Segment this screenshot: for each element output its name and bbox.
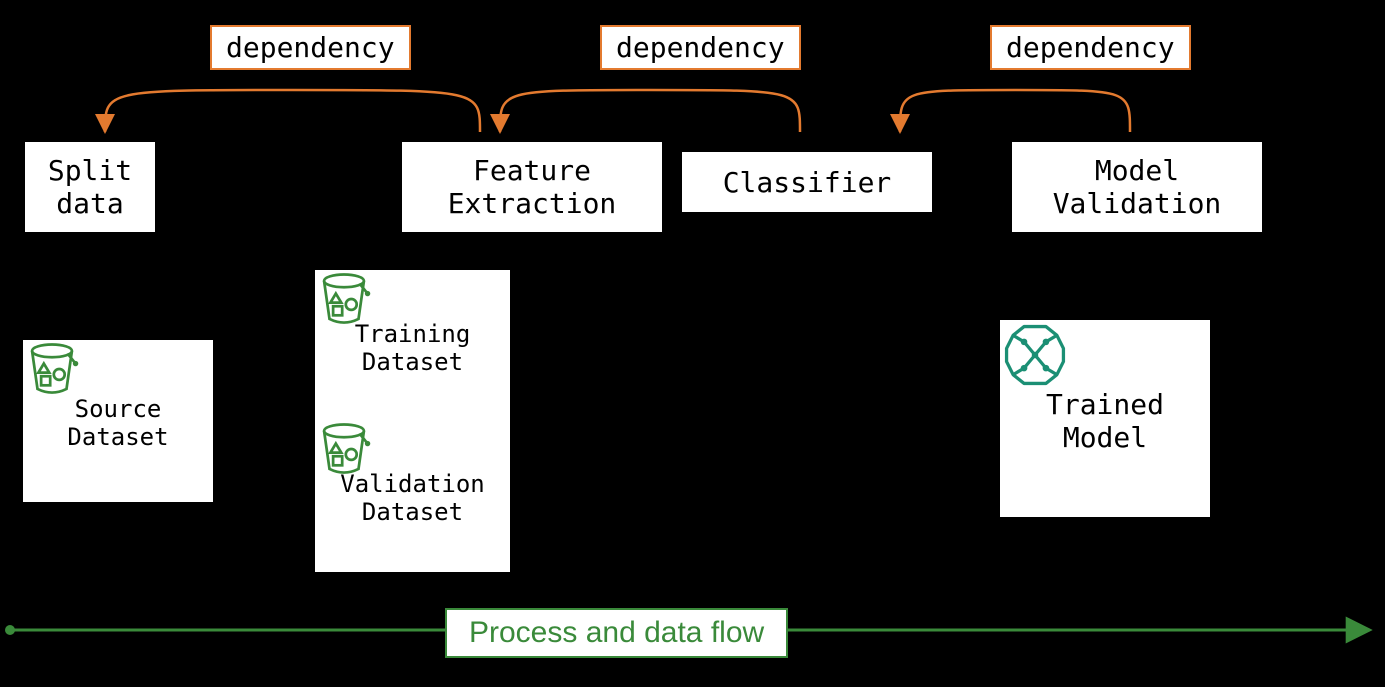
node-feat: Feature Extraction	[400, 140, 664, 234]
node-split: Split data	[23, 140, 157, 234]
node-val: Model Validation	[1010, 140, 1264, 234]
dependency-arcs	[105, 90, 1130, 132]
store-source: Source Dataset	[23, 340, 213, 502]
store-source-label: Source Dataset	[67, 395, 168, 451]
store-model-label: Trained Model	[1046, 388, 1164, 454]
node-split-label: Split data	[48, 154, 132, 220]
store-train-label: Training Dataset	[355, 320, 471, 376]
flow-start-dot	[5, 625, 15, 635]
flow-label: Process and data flow	[445, 608, 788, 658]
store-train: Training Dataset	[315, 270, 510, 422]
store-validation-label: Validation Dataset	[340, 470, 485, 526]
dependency-label: dependency	[990, 25, 1191, 70]
node-val-label: Model Validation	[1053, 154, 1222, 220]
dependency-label: dependency	[600, 25, 801, 70]
store-validation: Validation Dataset	[315, 420, 510, 572]
node-clf-label: Classifier	[723, 166, 892, 199]
dependency-arc	[500, 90, 800, 132]
node-clf: Classifier	[680, 150, 934, 214]
store-model: Trained Model	[1000, 320, 1210, 517]
dependency-arc	[900, 90, 1130, 132]
dependency-label: dependency	[210, 25, 411, 70]
dependency-arc	[105, 90, 480, 132]
node-feat-label: Feature Extraction	[448, 154, 617, 220]
